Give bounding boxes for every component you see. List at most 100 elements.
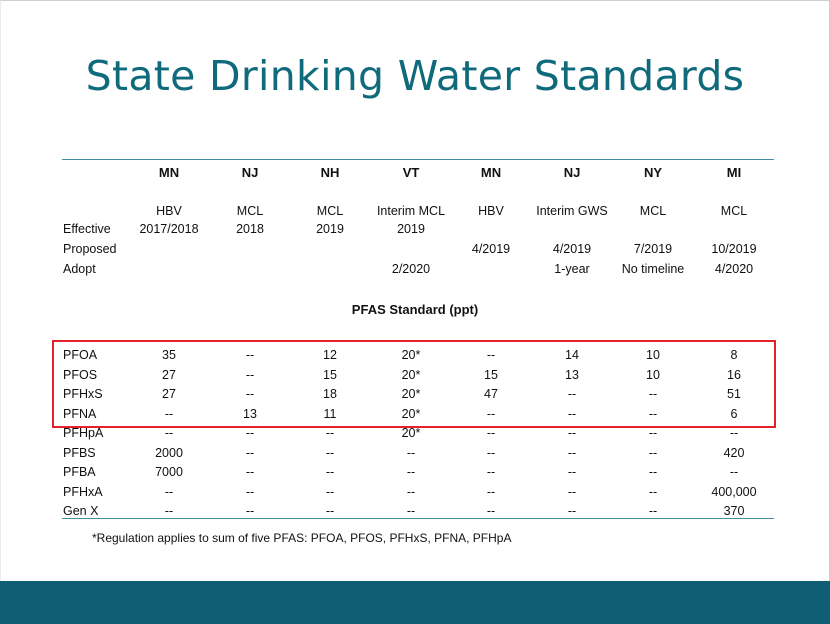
chemical-name: PFHpA (63, 426, 104, 440)
row-label-adopt: Adopt (63, 262, 96, 276)
standard-value: 47 (484, 387, 498, 401)
standard-value: -- (567, 446, 577, 460)
standard-value: 16 (727, 368, 741, 382)
standard-value: -- (648, 504, 658, 518)
standard-value: 8 (730, 348, 738, 362)
standard-value: -- (406, 465, 416, 479)
standard-value: -- (406, 446, 416, 460)
standard-value: 51 (727, 387, 741, 401)
chemical-name: PFBA (63, 465, 96, 479)
standard-type: MCL (316, 204, 344, 218)
state-header: MN (158, 165, 180, 180)
standard-value: -- (406, 485, 416, 499)
standard-value: -- (729, 426, 739, 440)
standard-value: 27 (162, 387, 176, 401)
standard-value: -- (164, 504, 174, 518)
standard-value: 20* (401, 426, 421, 440)
table-top-rule (62, 159, 774, 160)
adopt-date: No timeline (621, 262, 685, 276)
standard-value: 13 (243, 407, 257, 421)
effective-date: 2018 (236, 222, 264, 236)
state-header: MI (726, 165, 742, 180)
chemical-name: PFHxS (63, 387, 103, 401)
standard-value: 15 (484, 368, 498, 382)
standard-value: -- (406, 504, 416, 518)
standard-value: 14 (565, 348, 579, 362)
standard-value: -- (245, 504, 255, 518)
standard-value: -- (729, 465, 739, 479)
standard-value: -- (245, 465, 255, 479)
standard-value: -- (648, 387, 658, 401)
standard-value: 20* (401, 348, 421, 362)
adopt-date: 2/2020 (391, 262, 431, 276)
effective-date: 2019 (316, 222, 344, 236)
standard-value: -- (245, 446, 255, 460)
standard-value: 20* (401, 407, 421, 421)
standard-value: 12 (323, 348, 337, 362)
state-header: NY (643, 165, 663, 180)
standard-value: -- (486, 504, 496, 518)
proposed-date: 7/2019 (633, 242, 673, 256)
standard-value: -- (567, 387, 577, 401)
standard-value: -- (567, 407, 577, 421)
standard-value: -- (486, 465, 496, 479)
footer-band (0, 581, 830, 624)
chemical-name: PFOA (63, 348, 98, 362)
standard-value: 35 (162, 348, 176, 362)
standard-value: 370 (723, 504, 745, 518)
chemical-name: PFOS (63, 368, 98, 382)
standard-value: -- (325, 446, 335, 460)
proposed-date: 4/2019 (552, 242, 592, 256)
standard-value: -- (164, 485, 174, 499)
standard-value: -- (648, 485, 658, 499)
highlight-box (52, 340, 776, 428)
standard-value: 7000 (155, 465, 183, 479)
standard-value: 18 (323, 387, 337, 401)
standard-type: Interim MCL (376, 204, 446, 218)
standard-value: 27 (162, 368, 176, 382)
standard-value: -- (245, 368, 255, 382)
standard-type: Interim GWS (536, 204, 608, 218)
proposed-date: 10/2019 (711, 242, 757, 256)
state-header: NJ (241, 165, 259, 180)
table-bottom-rule (62, 518, 774, 519)
standard-value: -- (325, 504, 335, 518)
standard-type: MCL (639, 204, 667, 218)
standard-value: 6 (730, 407, 738, 421)
standard-value: -- (325, 485, 335, 499)
standard-value: 20* (401, 368, 421, 382)
standard-value: 20* (401, 387, 421, 401)
standard-value: -- (648, 446, 658, 460)
standard-value: -- (648, 465, 658, 479)
standard-value: -- (325, 426, 335, 440)
standard-value: 10 (646, 348, 660, 362)
standard-value: 400,000 (711, 485, 757, 499)
standard-value: -- (486, 485, 496, 499)
footnote: *Regulation applies to sum of five PFAS:… (92, 531, 512, 545)
standard-type: MCL (720, 204, 748, 218)
effective-date: 2019 (397, 222, 425, 236)
standard-value: -- (648, 407, 658, 421)
standard-value: 13 (565, 368, 579, 382)
standard-value: -- (648, 426, 658, 440)
standard-value: 2000 (155, 446, 183, 460)
standard-value: -- (567, 426, 577, 440)
chemical-name: PFBS (63, 446, 96, 460)
chemical-name: PFHxA (63, 485, 103, 499)
standard-value: -- (245, 426, 255, 440)
standard-type: HBV (156, 204, 182, 218)
effective-date: 2017/2018 (139, 222, 199, 236)
proposed-date: 4/2019 (471, 242, 511, 256)
standard-value: -- (245, 485, 255, 499)
state-header: NJ (563, 165, 581, 180)
row-label-effective: Effective (63, 222, 111, 236)
slide-title: State Drinking Water Standards (85, 52, 745, 100)
standard-value: -- (325, 465, 335, 479)
state-header: MN (480, 165, 502, 180)
standard-type: MCL (236, 204, 264, 218)
adopt-date: 1-year (554, 262, 590, 276)
state-header: VT (402, 165, 420, 180)
standard-value: -- (567, 465, 577, 479)
standard-value: -- (567, 504, 577, 518)
pfas-standard-subheader: PFAS Standard (ppt) (351, 302, 479, 317)
